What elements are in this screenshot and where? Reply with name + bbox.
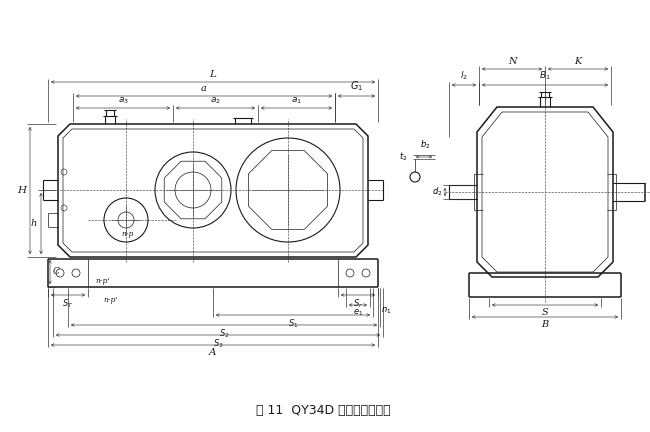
Text: $S_T$: $S_T$ (62, 298, 73, 311)
Text: $d_2$: $d_2$ (432, 186, 442, 198)
Text: h: h (31, 219, 37, 228)
Text: $S_1$: $S_1$ (288, 318, 298, 330)
Text: N: N (508, 57, 516, 66)
Text: n-p': n-p' (96, 277, 111, 285)
Text: a: a (201, 84, 207, 93)
Text: $a_3$: $a_3$ (118, 95, 129, 106)
Text: $a_1$: $a_1$ (291, 95, 302, 106)
Text: $S_r$: $S_r$ (353, 298, 363, 311)
Text: K: K (575, 57, 582, 66)
Text: S: S (541, 308, 549, 317)
Text: $a_2$: $a_2$ (210, 95, 221, 106)
Text: $e_1$: $e_1$ (353, 308, 363, 318)
Text: H: H (17, 186, 26, 195)
Text: $n_1$: $n_1$ (381, 306, 391, 317)
Text: $l_2$: $l_2$ (460, 70, 468, 82)
Text: n-p: n-p (122, 230, 134, 238)
Text: $S_2$: $S_2$ (219, 328, 229, 340)
Text: C: C (53, 267, 60, 276)
Text: B: B (541, 320, 549, 329)
Text: $t_2$: $t_2$ (398, 151, 407, 163)
Text: A: A (209, 348, 216, 357)
Text: $B_1$: $B_1$ (539, 70, 551, 82)
Text: $b_2$: $b_2$ (420, 139, 430, 151)
Text: 图 11  QY34D 减速器外形尺寸: 图 11 QY34D 减速器外形尺寸 (255, 403, 390, 416)
Text: n-p': n-p' (103, 296, 118, 304)
Text: L: L (209, 70, 216, 79)
Text: $G_1$: $G_1$ (350, 79, 363, 93)
Text: $S_3$: $S_3$ (213, 338, 224, 350)
